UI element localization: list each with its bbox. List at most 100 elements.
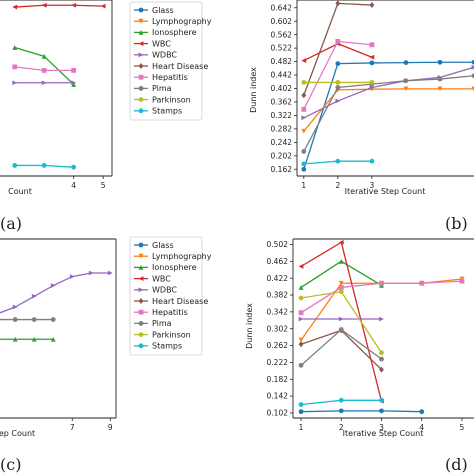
y-tick-label: 0.502 (267, 240, 289, 249)
y-tick-label: 0.422 (267, 274, 289, 283)
data-point-glass (298, 409, 304, 415)
y-tick-label: 0.482 (271, 57, 293, 66)
y-tick-label: 0.562 (271, 30, 293, 39)
data-point-heart-disease (369, 2, 375, 9)
data-point-hepatitis (12, 64, 18, 70)
series-line-hepatitis (303, 40, 372, 110)
x-tick-label: 2 (335, 181, 340, 190)
legend-marker-wdbc (138, 52, 144, 58)
data-point-ionosphere (41, 53, 47, 59)
data-point-lymphography (338, 280, 344, 286)
data-point-heart-disease (301, 92, 307, 99)
data-point-parkinson (301, 80, 307, 85)
data-point-stamps (12, 163, 18, 168)
legend-label-glass: Glass (152, 241, 174, 250)
legend-label-lymphography: Lymphography (152, 17, 212, 26)
data-point-wdbc (12, 80, 18, 86)
data-point-pima (338, 327, 344, 332)
y-tick-label: 0.262 (267, 341, 289, 350)
data-point-wdbc (369, 85, 375, 90)
y-tick-label: 0.242 (271, 138, 293, 147)
data-point-wdbc (335, 98, 341, 104)
data-point-pima (301, 149, 307, 154)
chart-panel-d: 1 2 3 4 5 0.102 0.142 0.182 0.222 0.262 0.302 0.342… (245, 238, 474, 438)
data-point-wdbc (301, 115, 307, 121)
data-point-pima (12, 317, 18, 322)
series-group (298, 239, 465, 415)
legend-box-2: Glass Lymphography Ionosphere WBC WDBC Heart … (129, 236, 212, 356)
data-point-wdbc (298, 316, 304, 322)
x-tick-label: 7 (70, 423, 75, 432)
legend-label-hepatitis: Hepatitis (152, 308, 188, 317)
data-point-ionosphere (12, 45, 18, 50)
x-axis-title: Iterative Step Count (345, 187, 426, 196)
data-point-glass (403, 60, 409, 65)
y-axis-title: Dunn index (245, 303, 254, 349)
data-point-wdbc (12, 304, 18, 310)
data-point-ionosphere (71, 82, 77, 87)
data-point-ionosphere (338, 258, 344, 264)
x-tick-label: 2 (339, 423, 344, 432)
legend-marker-glass (138, 242, 144, 248)
y-tick-label: 0.522 (271, 44, 293, 53)
panel-labels: (a) (b) (c) (d) (0, 214, 468, 474)
data-point-glass (471, 59, 474, 65)
data-point-wbc (41, 2, 47, 8)
legend-box-1: Glass Lymphography Ionosphere WBC WDBC Heart … (129, 1, 212, 121)
legend-label-stamps: Stamps (152, 342, 182, 351)
data-point-wdbc (50, 283, 56, 288)
legend-marker-pima (138, 86, 144, 91)
y-tick-label: 0.642 (271, 3, 293, 12)
data-point-lymphography (298, 337, 304, 343)
y-tick-label: 0.202 (271, 151, 293, 160)
panel-label-b: (b) (445, 214, 468, 233)
data-point-wdbc (31, 293, 37, 299)
data-point-lymphography (301, 128, 307, 134)
chart-panel-b: 1 2 3 0.162 0.202 0.242 0.282 0.322 0.362 0.402 0.… (249, 0, 474, 196)
data-point-pima (379, 356, 384, 362)
legend-marker-wbc (138, 41, 144, 46)
y-tick-label: 0.102 (267, 409, 289, 418)
legend-label-wdbc: WDBC (152, 51, 177, 60)
data-point-stamps (301, 161, 307, 167)
data-point-wbc (100, 3, 106, 9)
x-tick-label: 9 (108, 423, 113, 432)
data-point-pima (335, 85, 341, 90)
data-point-heart-disease (379, 366, 384, 373)
data-point-pima (50, 317, 56, 322)
y-tick-label: 0.462 (267, 257, 289, 266)
data-point-wdbc (379, 316, 384, 322)
legend-marker-lymphography (138, 253, 144, 259)
data-point-wdbc (471, 64, 474, 70)
legend-label-stamps: Stamps (152, 107, 182, 116)
data-point-ionosphere (31, 336, 37, 342)
y-tick-label: 0.282 (271, 124, 293, 133)
data-point-heart-disease (298, 341, 304, 348)
y-axis-title: Dunn index (249, 67, 258, 113)
legend-marker-pima (138, 321, 144, 326)
data-point-stamps (71, 164, 77, 170)
x-tick-label: 5 (101, 181, 106, 190)
data-point-glass (338, 408, 344, 414)
data-point-glass (369, 60, 375, 66)
legend-marker-ionosphere (138, 265, 144, 270)
legend-marker-hepatitis (138, 74, 144, 80)
y-tick-label: 0.342 (267, 307, 289, 316)
data-point-stamps (379, 397, 384, 403)
legend-marker-parkinson (138, 97, 144, 102)
legend-label-lymphography: Lymphography (152, 252, 212, 261)
panel-label-d: (d) (445, 455, 468, 474)
x-tick-label: 4 (419, 423, 424, 432)
x-tick-label: 1 (301, 181, 306, 190)
data-point-ionosphere (298, 285, 304, 290)
data-point-stamps (369, 158, 375, 164)
data-point-stamps (41, 163, 47, 168)
data-point-wbc (301, 58, 307, 63)
data-point-glass (301, 166, 307, 172)
legend-label-wbc: WBC (152, 274, 171, 283)
data-point-glass (379, 408, 384, 414)
data-point-glass (335, 61, 341, 67)
data-point-parkinson (298, 295, 304, 301)
y-tick-label: 0.182 (267, 375, 289, 384)
legend-marker-wdbc (138, 287, 144, 293)
